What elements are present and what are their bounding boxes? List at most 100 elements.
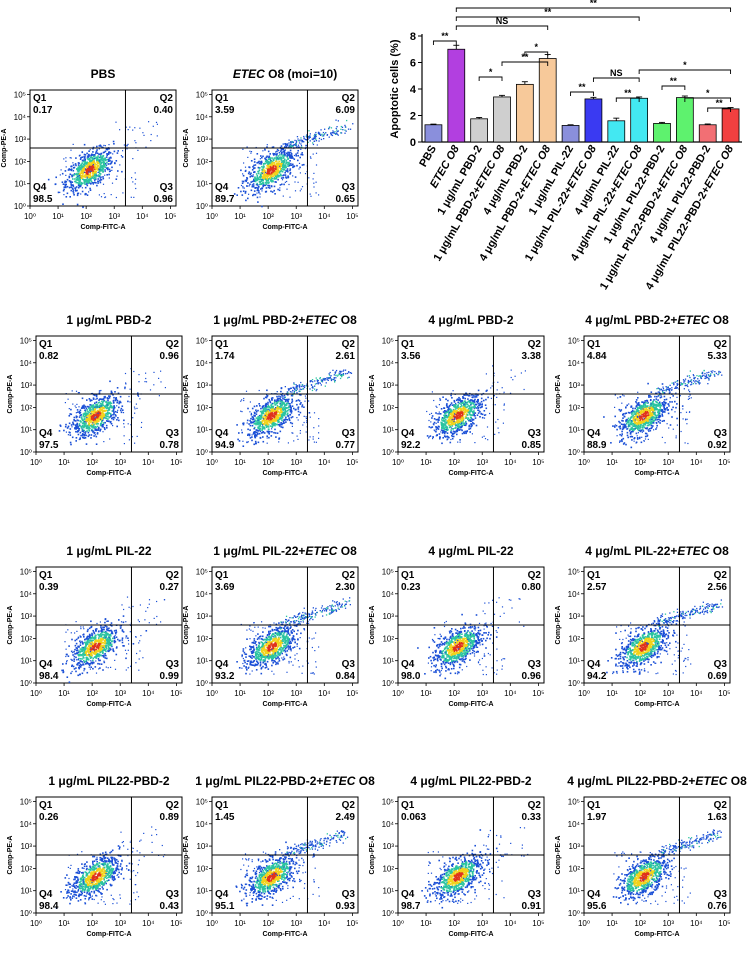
event-dot — [277, 155, 280, 157]
event-dot — [264, 148, 266, 150]
event-dot — [164, 387, 166, 389]
event-dot — [475, 407, 478, 409]
event-dot — [268, 169, 270, 172]
event-dot — [271, 409, 274, 411]
event-dot — [266, 442, 268, 444]
event-dot — [300, 137, 302, 139]
event-dot — [84, 173, 87, 176]
event-dot — [470, 423, 473, 426]
bracket-line — [455, 16, 640, 21]
event-dot — [101, 409, 104, 412]
event-dot — [88, 168, 91, 171]
event-dot — [85, 180, 88, 183]
event-dot — [87, 162, 90, 165]
event-dot — [289, 196, 291, 198]
bar-1 — [424, 124, 443, 143]
q1-value: 1.74 — [215, 351, 235, 362]
event-dot — [91, 168, 94, 171]
event-dot — [114, 399, 117, 402]
event-dot — [460, 417, 463, 420]
event-dot — [283, 169, 286, 171]
event-dot — [251, 439, 253, 442]
event-dot — [262, 440, 265, 443]
event-dot — [330, 132, 332, 134]
event-dot — [252, 165, 254, 168]
event-dot — [451, 419, 453, 421]
event-dot — [119, 395, 122, 398]
event-dot — [94, 425, 97, 428]
event-dot — [98, 420, 100, 422]
event-dot — [133, 406, 136, 408]
event-dot — [70, 424, 73, 426]
event-dot — [87, 435, 90, 438]
q4-value: 94.9 — [215, 440, 235, 451]
event-dot — [631, 439, 633, 441]
event-dot — [259, 193, 261, 195]
event-dot — [269, 157, 272, 159]
event-dot — [433, 418, 436, 420]
event-dot — [283, 413, 285, 415]
event-dot — [452, 433, 454, 436]
event-dot — [93, 165, 95, 168]
event-dot — [259, 173, 262, 176]
bracket-line — [455, 25, 549, 30]
event-dot — [282, 169, 284, 171]
event-dot — [72, 188, 74, 190]
event-dot — [86, 166, 88, 168]
event-dot — [335, 133, 337, 135]
event-dot — [281, 419, 283, 422]
event-dot — [267, 401, 269, 404]
event-dot — [275, 173, 277, 176]
event-dot — [465, 422, 467, 424]
event-dot — [264, 184, 267, 187]
event-dot — [262, 184, 264, 187]
event-dot — [642, 430, 645, 432]
event-dot — [264, 158, 267, 160]
event-dot — [71, 390, 73, 392]
event-dot — [276, 150, 278, 153]
event-dot — [293, 383, 295, 385]
event-dot — [96, 174, 98, 177]
event-dot — [293, 158, 296, 160]
event-dot — [271, 428, 273, 430]
event-dot — [286, 412, 289, 415]
event-dot — [93, 177, 95, 180]
x-tick-label: 10³ — [108, 212, 120, 221]
event-dot — [80, 172, 82, 175]
event-dot — [470, 404, 472, 406]
event-dot — [271, 191, 274, 193]
event-dot — [446, 439, 448, 441]
event-dot — [79, 412, 81, 414]
event-dot — [118, 401, 121, 403]
event-dot — [454, 413, 456, 415]
event-dot — [244, 192, 247, 194]
event-dot — [283, 152, 286, 155]
event-dot — [98, 168, 100, 170]
event-dot — [102, 404, 105, 407]
event-dot — [99, 418, 102, 420]
event-dot — [468, 426, 470, 428]
event-dot — [94, 171, 97, 173]
event-dot — [94, 406, 96, 408]
event-dot — [95, 163, 97, 166]
event-dot — [93, 414, 96, 416]
event-dot — [84, 183, 86, 185]
event-dot — [102, 171, 104, 173]
event-dot — [302, 424, 304, 426]
event-dot — [260, 407, 262, 410]
q2-value: 0.96 — [160, 351, 180, 362]
event-dot — [308, 412, 311, 414]
event-dot — [297, 144, 300, 146]
bar-14 — [721, 108, 740, 143]
event-dot — [279, 184, 282, 186]
event-dot — [464, 416, 467, 418]
event-dot — [318, 140, 320, 142]
event-dot — [84, 175, 87, 178]
event-dot — [466, 413, 469, 416]
event-dot — [331, 132, 333, 134]
event-dot — [442, 431, 445, 434]
event-dot — [87, 431, 90, 434]
y-tick-label: 10¹ — [196, 180, 208, 189]
event-dot — [438, 433, 441, 435]
event-dot — [263, 173, 265, 176]
